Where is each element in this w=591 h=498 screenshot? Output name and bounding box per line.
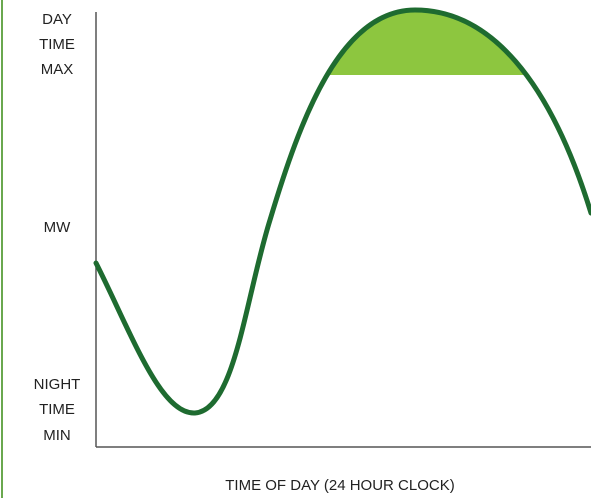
y-label-min: TIME xyxy=(39,401,75,418)
y-label-max: DAY xyxy=(42,11,72,28)
y-label-max: MAX xyxy=(41,61,74,78)
load-curve xyxy=(93,7,591,416)
y-label-max: TIME xyxy=(39,36,75,53)
peak-area xyxy=(327,10,527,75)
x-axis-label: TIME OF DAY (24 HOUR CLOCK) xyxy=(225,477,454,494)
y-label-mw: MW xyxy=(44,219,71,236)
y-label-min: MIN xyxy=(43,427,71,444)
y-label-min: NIGHT xyxy=(34,376,81,393)
